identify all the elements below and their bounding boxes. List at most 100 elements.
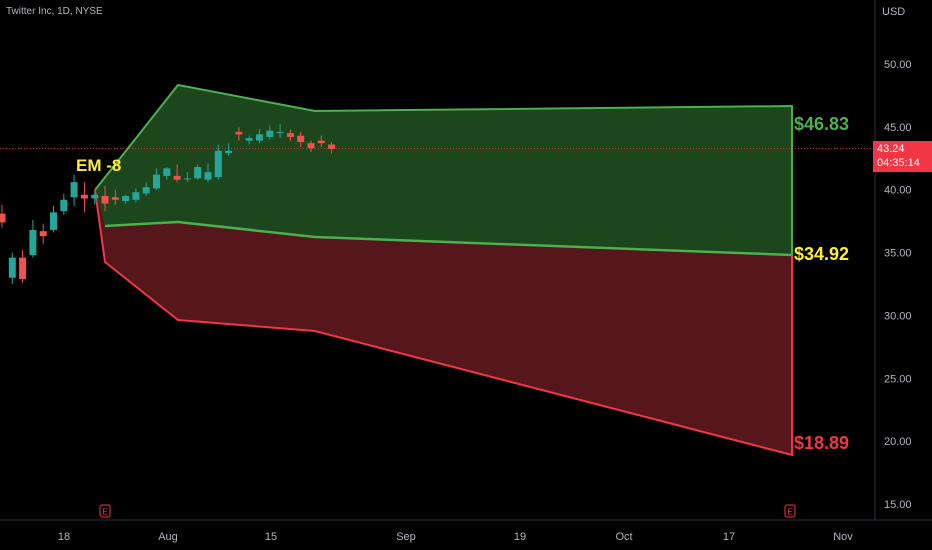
x-tick-label: 19 <box>514 531 526 543</box>
bottom-target-label: $18.89 <box>794 433 849 453</box>
last-price: 43.24 <box>877 143 905 155</box>
candle-body <box>173 175 181 180</box>
candle-body <box>317 140 325 144</box>
candle-body <box>39 231 47 237</box>
candle-body <box>50 212 57 230</box>
candle-body <box>142 187 150 194</box>
candle-body <box>122 196 130 202</box>
y-tick-label: 35.00 <box>884 248 912 260</box>
candle-body <box>132 192 140 200</box>
candle <box>235 126 243 141</box>
candle <box>8 252 16 284</box>
candle <box>173 164 181 183</box>
candle-body <box>29 229 37 256</box>
candle <box>163 167 171 180</box>
y-tick-label: 25.00 <box>884 373 912 385</box>
candle <box>276 124 284 139</box>
candle <box>39 223 47 244</box>
candle-body <box>307 143 315 149</box>
upper-cone-edge <box>94 83 793 255</box>
y-tick-label: 45.00 <box>884 122 912 134</box>
candle <box>225 143 233 156</box>
earnings-marker-icon: E <box>99 504 111 518</box>
candle <box>111 189 119 205</box>
candle-body <box>286 133 294 137</box>
candle-body <box>276 131 284 134</box>
candle <box>307 140 315 152</box>
candle <box>29 219 37 258</box>
candle <box>214 144 222 180</box>
candle <box>122 194 130 204</box>
x-tick-label: Aug <box>158 531 178 543</box>
upper-cone-area <box>95 85 792 255</box>
candle-body <box>183 178 191 180</box>
y-tick-label: 40.00 <box>884 185 912 197</box>
earnings-marker-label: E <box>787 508 792 517</box>
candle <box>256 129 263 144</box>
candle <box>91 192 99 205</box>
candle-body <box>60 199 68 212</box>
candle-body <box>70 182 78 198</box>
candle-body <box>80 194 88 199</box>
candle-body <box>235 131 243 135</box>
candle <box>19 250 27 283</box>
earnings-marker-box <box>99 504 111 518</box>
candle <box>328 141 336 154</box>
candle-body <box>266 130 274 137</box>
candle-body <box>225 150 233 154</box>
y-tick-label: 30.00 <box>884 310 912 322</box>
candle-body <box>153 174 160 189</box>
candle-body <box>214 150 222 178</box>
candle <box>142 182 150 196</box>
candle-body <box>194 167 202 179</box>
top-target-label: $46.83 <box>794 114 849 134</box>
symbol-title[interactable]: Twitter Inc, 1D, NYSE <box>6 6 103 17</box>
candle <box>0 204 6 228</box>
candle-body <box>91 194 99 199</box>
candle <box>317 135 325 147</box>
x-tick-label: Nov <box>833 531 853 543</box>
candle-body <box>204 172 212 180</box>
candle-body <box>101 196 109 204</box>
currency-label[interactable]: USD <box>882 6 906 18</box>
last-price-tag: 43.24 04:35:14 <box>873 141 932 172</box>
middle-cone-edge <box>104 220 793 257</box>
candle <box>194 164 202 180</box>
earnings-marker-icon: E <box>784 504 796 518</box>
candle <box>80 182 88 213</box>
annotations: EM -8 $46.83 $34.92 $18.89 <box>76 114 849 453</box>
expected-move-cone <box>94 83 793 457</box>
y-tick-label: 20.00 <box>884 436 912 448</box>
candle <box>50 206 57 233</box>
candlesticks <box>0 124 336 284</box>
candle <box>101 185 109 212</box>
bar-countdown: 04:35:14 <box>877 157 920 169</box>
candle <box>132 188 140 203</box>
candle <box>297 131 305 147</box>
candle-body <box>0 213 6 223</box>
candle <box>245 135 253 145</box>
candle-body <box>19 257 27 279</box>
candle-body <box>111 197 119 200</box>
candle <box>266 125 274 140</box>
candle-body <box>245 138 253 141</box>
x-tick-label: 17 <box>723 531 735 543</box>
candle <box>153 168 160 190</box>
candle-body <box>328 144 336 149</box>
lower-cone-edge <box>94 189 793 457</box>
earnings-marker-label: E <box>102 508 107 517</box>
candle-body <box>8 257 16 278</box>
x-tick-label: 15 <box>265 531 277 543</box>
x-tick-label: Oct <box>615 531 632 543</box>
y-tick-label: 15.00 <box>884 499 912 511</box>
candle <box>183 172 191 183</box>
candle <box>70 174 78 207</box>
candle <box>204 163 212 183</box>
x-tick-label: Sep <box>396 531 416 543</box>
em-label: EM -8 <box>76 156 121 175</box>
candle-body <box>163 168 171 176</box>
earnings-marker-box <box>784 504 796 518</box>
y-tick-label: 50.00 <box>884 59 912 71</box>
